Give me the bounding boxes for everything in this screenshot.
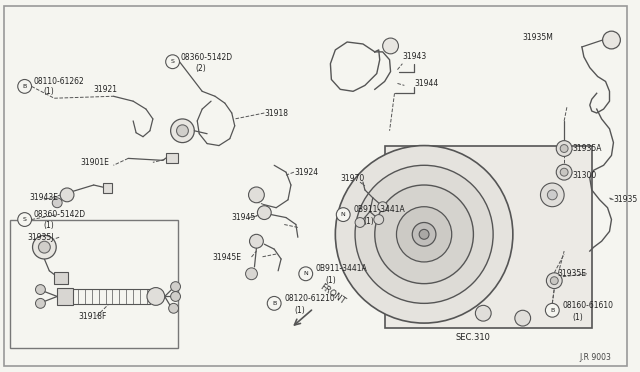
- Text: (1): (1): [44, 221, 54, 230]
- Circle shape: [476, 305, 491, 321]
- Circle shape: [52, 198, 62, 208]
- Circle shape: [556, 141, 572, 156]
- Circle shape: [250, 234, 263, 248]
- Circle shape: [378, 202, 388, 212]
- Text: 31935E: 31935E: [557, 269, 586, 278]
- Circle shape: [547, 273, 562, 289]
- Circle shape: [33, 235, 56, 259]
- Circle shape: [38, 241, 51, 253]
- Text: (2): (2): [195, 64, 206, 73]
- Circle shape: [550, 277, 558, 285]
- Text: 31918: 31918: [264, 109, 288, 118]
- Text: 31924: 31924: [294, 168, 318, 177]
- Text: S: S: [171, 59, 175, 64]
- Text: B: B: [550, 308, 554, 313]
- Circle shape: [383, 38, 399, 54]
- Circle shape: [169, 303, 179, 313]
- Text: 31935J: 31935J: [28, 233, 54, 242]
- Circle shape: [355, 218, 365, 227]
- Circle shape: [540, 183, 564, 207]
- Circle shape: [375, 185, 474, 283]
- Circle shape: [35, 285, 45, 295]
- Text: 31970: 31970: [340, 174, 365, 183]
- Text: 31935M: 31935M: [523, 33, 554, 42]
- Text: 31935: 31935: [614, 195, 637, 204]
- Text: (1): (1): [572, 313, 583, 322]
- Bar: [385, 145, 592, 328]
- Text: 08360-5142D: 08360-5142D: [33, 210, 86, 219]
- Circle shape: [18, 80, 31, 93]
- Text: 08360-5142D: 08360-5142D: [180, 53, 232, 62]
- Circle shape: [299, 267, 313, 281]
- Circle shape: [556, 164, 572, 180]
- Circle shape: [336, 208, 350, 221]
- Circle shape: [60, 188, 74, 202]
- Circle shape: [560, 168, 568, 176]
- Circle shape: [515, 310, 531, 326]
- Bar: [57, 288, 73, 305]
- Circle shape: [268, 296, 281, 310]
- Text: J.R 9003: J.R 9003: [580, 353, 611, 362]
- Text: 31944: 31944: [414, 79, 438, 88]
- Text: 31918F: 31918F: [79, 312, 108, 321]
- Circle shape: [147, 288, 164, 305]
- Text: N: N: [303, 271, 308, 276]
- Text: SEC.310: SEC.310: [456, 333, 491, 342]
- Text: 31901E: 31901E: [81, 158, 109, 167]
- Circle shape: [396, 207, 452, 262]
- Text: (1): (1): [44, 87, 54, 96]
- Circle shape: [171, 282, 180, 292]
- Text: 0B911-3441A: 0B911-3441A: [316, 264, 367, 273]
- Circle shape: [374, 215, 383, 224]
- Text: (1): (1): [294, 306, 305, 315]
- Circle shape: [166, 55, 179, 69]
- Text: B: B: [272, 301, 276, 306]
- Circle shape: [335, 145, 513, 323]
- Circle shape: [171, 292, 180, 301]
- Text: (1): (1): [326, 276, 336, 285]
- Circle shape: [547, 190, 557, 200]
- Text: 08160-61610: 08160-61610: [562, 301, 613, 310]
- Circle shape: [560, 145, 568, 153]
- Text: 08110-61262: 08110-61262: [33, 77, 84, 86]
- Text: 31945E: 31945E: [212, 253, 241, 262]
- Circle shape: [419, 230, 429, 239]
- Bar: [166, 154, 177, 163]
- Circle shape: [412, 222, 436, 246]
- Text: B: B: [22, 84, 27, 89]
- Circle shape: [18, 213, 31, 227]
- Circle shape: [246, 268, 257, 280]
- Circle shape: [177, 125, 188, 137]
- Circle shape: [355, 165, 493, 303]
- Bar: [102, 183, 113, 193]
- Text: S: S: [22, 217, 27, 222]
- Circle shape: [257, 206, 271, 219]
- Text: 31935A: 31935A: [572, 144, 602, 153]
- Text: 31300: 31300: [572, 171, 596, 180]
- Text: 31943E: 31943E: [29, 193, 59, 202]
- Bar: [54, 272, 68, 283]
- Text: N: N: [341, 212, 346, 217]
- Circle shape: [171, 119, 195, 142]
- Circle shape: [35, 298, 45, 308]
- Text: (1): (1): [363, 217, 374, 226]
- Text: 0B911-3441A: 0B911-3441A: [353, 205, 405, 214]
- Text: 31943: 31943: [403, 52, 427, 61]
- Text: 31945: 31945: [232, 213, 256, 222]
- Circle shape: [545, 303, 559, 317]
- Text: 08120-61210: 08120-61210: [284, 294, 335, 303]
- Bar: [10, 219, 177, 348]
- Text: FRONT: FRONT: [317, 282, 346, 306]
- Circle shape: [248, 187, 264, 203]
- Text: 31921: 31921: [93, 85, 118, 94]
- Circle shape: [603, 31, 620, 49]
